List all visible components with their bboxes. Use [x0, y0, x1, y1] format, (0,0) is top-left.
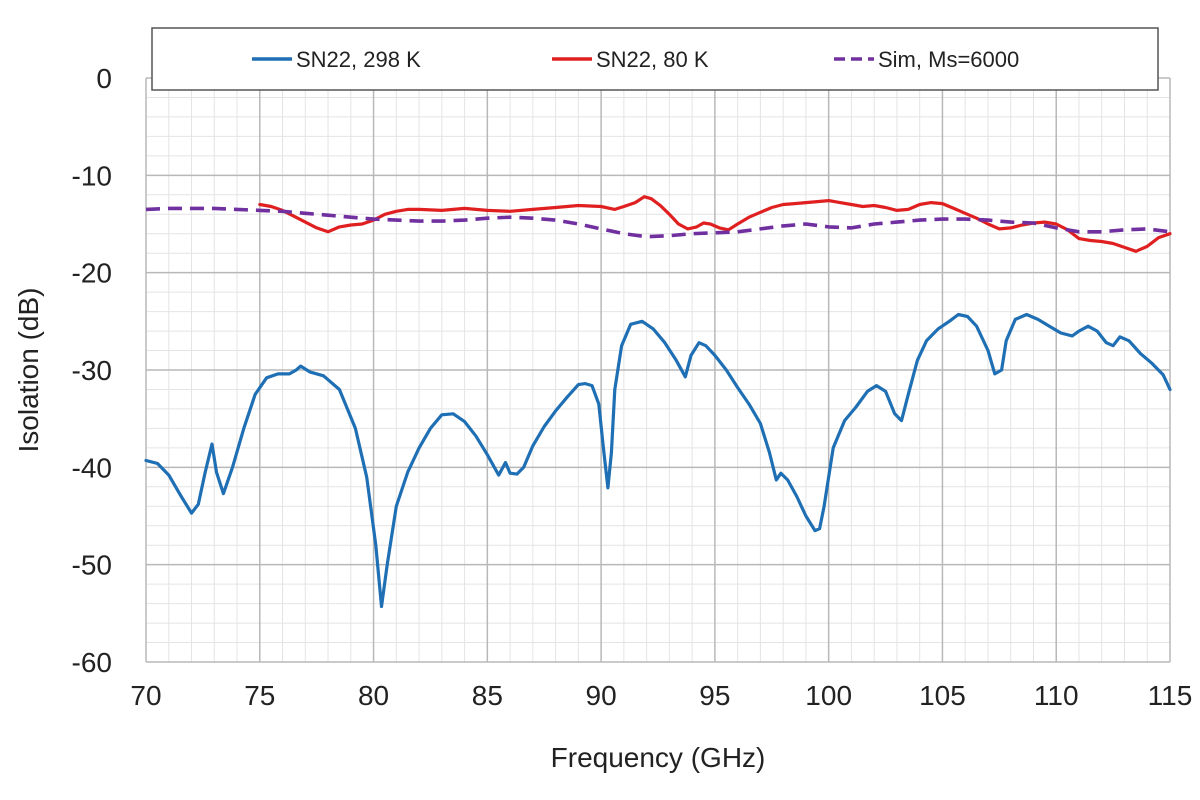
legend: SN22, 298 K SN22, 80 K Sim, Ms=6000	[151, 27, 1159, 91]
y-tick-label: -60	[72, 647, 112, 678]
x-tick-label: 85	[472, 680, 503, 711]
x-tick-label: 70	[130, 680, 161, 711]
x-tick-label: 100	[805, 680, 852, 711]
x-tick-label: 90	[586, 680, 617, 711]
x-axis-title: Frequency (GHz)	[551, 742, 766, 773]
x-tick-label: 110	[1034, 680, 1079, 711]
legend-box	[151, 27, 1159, 91]
y-axis-title: Isolation (dB)	[13, 288, 44, 453]
y-tick-label: -20	[72, 258, 112, 289]
y-tick-label: -50	[72, 550, 112, 581]
x-tick-label: 80	[358, 680, 389, 711]
series-line-1	[144, 312, 1172, 609]
x-tick-label: 75	[244, 680, 275, 711]
x-tick-label: 115	[1148, 680, 1193, 711]
series-line-3	[145, 206, 1171, 239]
legend-label-2: SN22, 80 K	[596, 47, 709, 72]
series-layer	[144, 195, 1172, 609]
major-grid	[145, 77, 1171, 663]
x-tick-label: 105	[919, 680, 966, 711]
tick-labels: 70 75 80 85 90 95 100 105 110 115 0 -10 -20 -30 -40 -50…	[72, 63, 1193, 711]
y-tick-label: 0	[96, 63, 112, 94]
x-tick-label: 95	[699, 680, 730, 711]
legend-label-3: Sim, Ms=6000	[878, 47, 1019, 72]
y-tick-label: -40	[72, 452, 112, 483]
y-tick-label: -30	[72, 355, 112, 386]
y-tick-label: -10	[72, 160, 112, 191]
legend-label-1: SN22, 298 K	[296, 47, 421, 72]
